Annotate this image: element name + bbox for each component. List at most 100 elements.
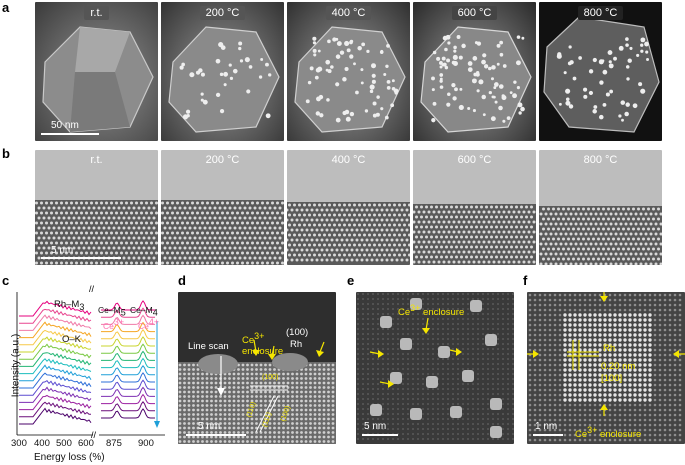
atom [261,201,264,205]
atom [388,253,391,257]
atom [633,378,637,382]
atom [223,413,227,416]
atom [431,307,435,311]
atom [644,222,648,226]
atom [187,381,191,385]
atom [290,228,294,232]
atom [405,248,409,252]
atom [638,423,642,427]
atom [426,397,430,401]
atom [642,257,645,261]
atom [322,431,326,434]
scale-bar [41,257,121,259]
atom [80,251,83,255]
atom [243,216,247,220]
atom [465,235,468,239]
atom [238,256,242,260]
atom [648,343,652,347]
atom [568,438,572,442]
atom [398,223,401,227]
atom [150,261,153,265]
nanoparticle-dot [632,103,638,109]
atom [613,378,617,382]
nanoparticle-dot [572,76,577,81]
atom [568,313,572,317]
atom [117,226,121,230]
atom [122,226,126,230]
atom [471,432,475,436]
atom [643,403,647,407]
atom [183,408,186,412]
atom [386,437,390,441]
atom [206,211,209,215]
atom [608,408,612,412]
atom [176,221,179,225]
atom [187,404,191,407]
atom [115,221,118,225]
atom [533,413,537,417]
atom [638,343,642,347]
atom [356,382,360,386]
atom [350,238,354,242]
atom [431,302,435,306]
atom [356,397,360,401]
atom [371,332,375,336]
atom [583,348,587,352]
atom [578,403,582,407]
atom [511,392,514,396]
atom [65,231,68,235]
atom [485,255,488,259]
atom [451,372,455,376]
atom [361,367,365,371]
rh-particle [426,376,438,388]
atom [619,242,623,246]
atom [568,318,572,322]
atom [413,230,416,234]
atom [304,435,308,439]
atom [361,297,365,301]
atom [602,207,605,211]
atom [588,333,592,337]
atom [426,372,430,376]
atom [201,261,204,265]
atom [491,437,495,441]
atom [532,260,536,264]
nanoparticle-dot [372,113,377,118]
atom [228,377,231,380]
nanoparticle-dot [200,98,204,102]
spectrum-left [19,407,92,425]
atom [445,255,448,259]
atom [183,246,187,250]
atom [471,317,475,321]
atom [659,232,662,236]
atom [356,367,360,371]
atom [472,230,476,234]
atom [416,372,420,376]
atom [286,395,290,398]
atom [268,206,272,210]
atom [320,228,324,232]
atom [491,352,495,356]
atom [638,308,642,312]
atom [588,393,592,397]
nanoparticle-dot [327,39,331,44]
atom [563,423,567,427]
atom [598,328,602,332]
atom [132,216,136,220]
atom [456,402,460,406]
atom [501,422,505,426]
atom [183,363,186,367]
atom [401,392,405,396]
nanoparticle-dot [640,37,646,43]
atom [578,313,582,317]
atom [400,248,404,252]
atom [223,390,227,394]
atom [327,372,330,376]
atom [286,426,290,430]
atom [658,363,662,367]
atom [198,236,202,240]
atom [396,427,400,431]
atom [558,293,562,297]
nanoparticle-dot [602,69,608,75]
atom [193,216,197,220]
